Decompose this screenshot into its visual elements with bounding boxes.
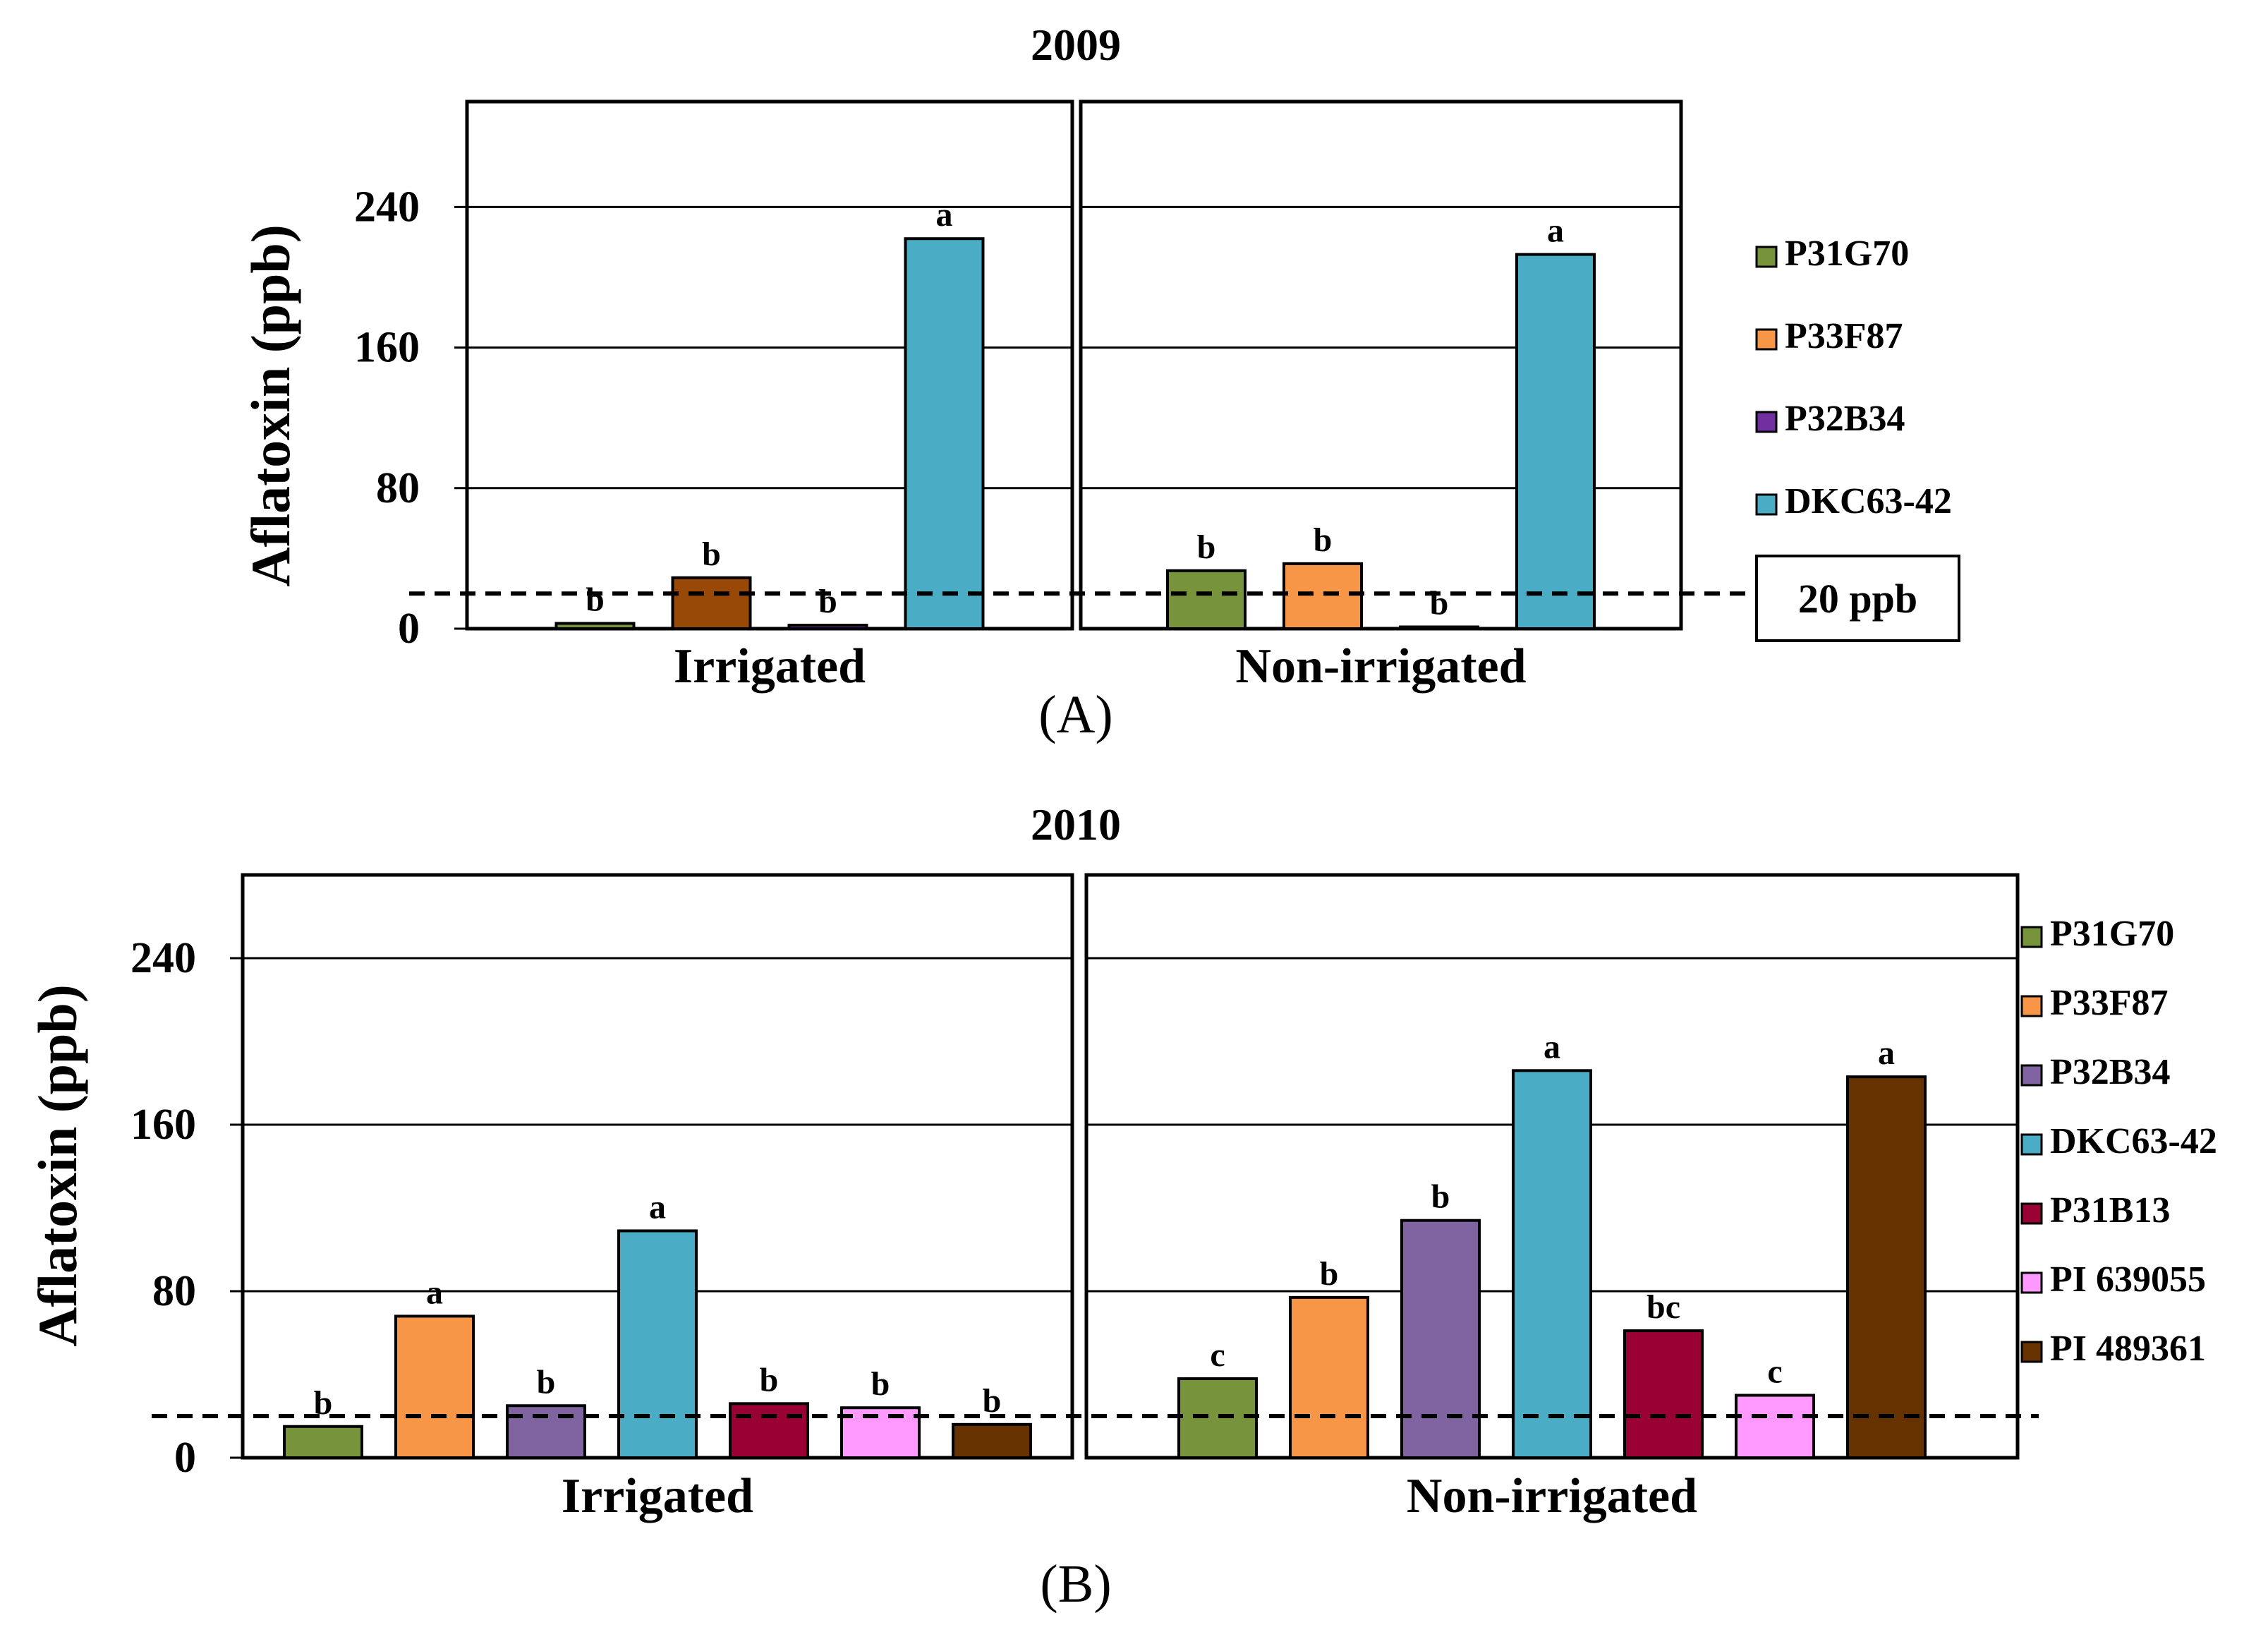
category-label: Irrigated	[674, 639, 866, 694]
threshold-label: 20 ppb	[1798, 576, 1917, 622]
bar-dkc63-42	[617, 1229, 698, 1459]
significance-letter: b	[702, 536, 721, 573]
panel-non-irrigated: b b b a Non-irrigated	[1079, 99, 1683, 694]
panel-label: (A)	[1038, 685, 1113, 744]
legend-swatch	[2020, 926, 2043, 948]
legend-swatch	[1755, 246, 1778, 268]
bar-pi-489361	[952, 1422, 1032, 1460]
legend-swatch	[2020, 1064, 2043, 1087]
chart-title: 2010	[1031, 799, 1121, 850]
bar-dkc63-42	[1515, 253, 1596, 630]
significance-letter: a	[1544, 1028, 1560, 1065]
bar-p33f87	[1282, 562, 1363, 630]
significance-letter: bc	[1647, 1288, 1680, 1326]
significance-letter: c	[1210, 1336, 1225, 1374]
bar-p33f87	[1289, 1295, 1369, 1459]
significance-letter: a	[936, 196, 953, 234]
significance-letter: a	[1878, 1034, 1895, 1072]
significance-letter: b	[1431, 1178, 1450, 1216]
panel-label: (B)	[1040, 1554, 1111, 1614]
significance-letter: a	[426, 1274, 443, 1311]
significance-letter: b	[1320, 1255, 1339, 1293]
significance-letter: a	[1547, 212, 1564, 250]
significance-letter: b	[1314, 521, 1333, 559]
legend-swatch	[2020, 1133, 2043, 1156]
bar-p31b13	[729, 1402, 809, 1460]
bar-p31b13	[1623, 1329, 1704, 1460]
chart-2009: 2009 Aflatoxin (ppb) 0 80 160 240 b b b a Irrigate…	[240, 20, 1960, 744]
bar-pi-489361	[1846, 1075, 1927, 1459]
significance-letter: b	[983, 1382, 1002, 1420]
significance-letter: c	[1767, 1353, 1782, 1391]
bar-p32b34	[1400, 1219, 1481, 1459]
y-axis-label: Aflatoxin (ppb)	[240, 224, 301, 587]
legend-label: PI 489361	[2050, 1329, 2206, 1369]
legend-label: P31B13	[2050, 1190, 2170, 1231]
legend-label: P31G70	[2050, 914, 2174, 954]
y-axis-label: Aflatoxin (ppb)	[27, 984, 88, 1347]
category-label: Non-irrigated	[1235, 639, 1526, 694]
legend-label: DKC63-42	[1785, 481, 1952, 521]
y-tick-label: 80	[152, 1267, 196, 1315]
legend-label: DKC63-42	[2050, 1121, 2217, 1161]
chart-title: 2009	[1031, 20, 1121, 70]
bar-p33f87	[394, 1314, 475, 1460]
y-tick-label: 80	[376, 464, 420, 512]
significance-letter: a	[649, 1188, 666, 1226]
significance-letter: b	[1197, 528, 1216, 566]
significance-letter: b	[1430, 585, 1449, 622]
bar-pi-639055	[1735, 1394, 1815, 1459]
bar-p33f87	[671, 576, 752, 630]
significance-letter: b	[537, 1363, 556, 1401]
bar-pi-639055	[840, 1406, 921, 1459]
legend-swatch	[2020, 1271, 2043, 1294]
bar-p32b34	[787, 624, 868, 631]
legend-label: P32B34	[1785, 399, 1905, 439]
bar-p31g70	[554, 622, 636, 631]
significance-letter: b	[871, 1365, 890, 1403]
legend-swatch	[1755, 411, 1778, 433]
y-tick-label: 160	[354, 324, 420, 372]
panel-irrigated: b b b a Irrigated	[465, 99, 1074, 694]
legend-swatch	[2020, 1202, 2043, 1225]
legend-swatch	[2020, 1341, 2043, 1363]
bar-dkc63-42	[904, 237, 985, 631]
bar-dkc63-42	[1512, 1069, 1592, 1460]
bar-p31g70	[283, 1425, 363, 1459]
bar-p32b34	[1399, 625, 1479, 631]
significance-letter: b	[818, 583, 837, 620]
legend-label: P31G70	[1785, 234, 1909, 274]
significance-letter: b	[760, 1361, 779, 1398]
y-tick-label: 240	[354, 183, 420, 231]
bar-p31g70	[1166, 569, 1247, 631]
threshold-label-box	[1755, 555, 1960, 642]
chart-2010: 2010 Aflatoxin (ppb) 0 80 160 240 b a b a b b b Irrig…	[27, 799, 2217, 1614]
significance-letter: b	[586, 581, 605, 619]
legend-swatch	[1755, 328, 1778, 351]
category-label: Irrigated	[562, 1469, 753, 1523]
legend-swatch	[2020, 995, 2043, 1017]
bar-p32b34	[506, 1404, 586, 1459]
legend-label: PI 639055	[2050, 1259, 2206, 1300]
legend-label: P32B34	[2050, 1052, 2170, 1092]
legend: P31G70 P33F87 P32B34 DKC63-42	[1755, 234, 1952, 521]
y-tick-label: 0	[398, 605, 420, 653]
legend: P31G70 P33F87 P32B34 DKC63-42 P31B13 PI 63905…	[2020, 914, 2217, 1369]
y-tick-label: 240	[131, 934, 196, 982]
category-label: Non-irrigated	[1407, 1469, 1697, 1523]
legend-label: P33F87	[2050, 983, 2169, 1023]
legend-label: P33F87	[1785, 316, 1903, 356]
y-tick-label: 160	[131, 1101, 196, 1149]
legend-swatch	[1755, 493, 1778, 516]
panel-non-irrigated: c b b a bc c a Non-irrigated	[1084, 873, 2020, 1523]
y-tick-label: 0	[174, 1434, 196, 1482]
